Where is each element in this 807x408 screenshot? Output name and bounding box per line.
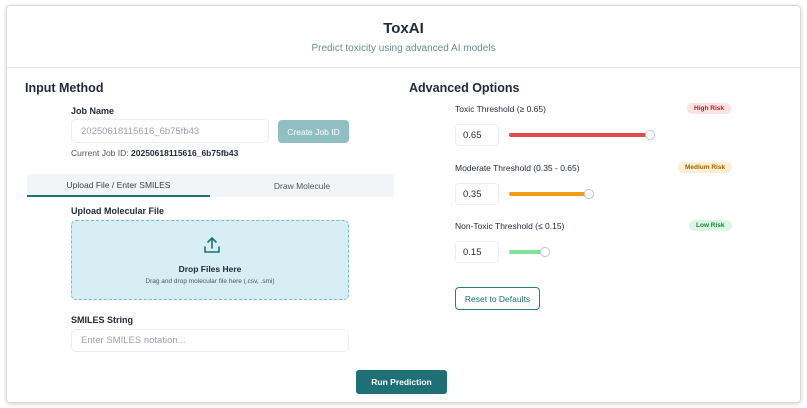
current-job-prefix: Current Job ID: xyxy=(71,148,129,158)
non-toxic-threshold-value[interactable]: 0.15 xyxy=(455,241,499,263)
medium-risk-badge: Medium Risk xyxy=(678,162,733,173)
file-dropzone[interactable]: Drop Files Here Drag and drop molecular … xyxy=(71,220,349,300)
moderate-threshold-value[interactable]: 0.35 xyxy=(455,183,499,205)
upload-icon xyxy=(204,237,220,253)
current-job-value: 20250618115616_6b75fb43 xyxy=(131,148,239,158)
tab-draw-molecule[interactable]: Draw Molecule xyxy=(273,180,331,191)
toxic-threshold-slider[interactable] xyxy=(509,133,650,137)
non-toxic-threshold-thumb[interactable] xyxy=(540,247,550,257)
non-toxic-threshold-slider[interactable] xyxy=(509,250,545,254)
tab-upload-file[interactable]: Upload File / Enter SMILES xyxy=(27,174,210,197)
advanced-options-title: Advanced Options xyxy=(409,81,520,95)
input-method-title: Input Method xyxy=(25,81,104,95)
moderate-threshold-thumb[interactable] xyxy=(584,189,594,199)
non-toxic-threshold-label: Non-Toxic Threshold (≤ 0.15) xyxy=(455,221,565,231)
smiles-label: SMILES String xyxy=(71,315,134,325)
app-window: ToxAI Predict toxicity using advanced AI… xyxy=(6,5,801,403)
high-risk-badge: High Risk xyxy=(687,103,731,114)
input-tabs: Upload File / Enter SMILES Draw Molecule xyxy=(27,174,394,197)
job-name-input[interactable]: 20250618115616_6b75fb43 xyxy=(71,119,269,143)
dropzone-hint: Drag and drop molecular file here (.csv,… xyxy=(145,278,275,285)
create-job-id-button[interactable]: Create Job ID xyxy=(278,120,349,143)
app-title: ToxAI xyxy=(383,20,424,37)
toxic-threshold-label: Toxic Threshold (≥ 0.65) xyxy=(455,104,546,114)
job-name-label: Job Name xyxy=(71,106,115,116)
smiles-input[interactable]: Enter SMILES notation... xyxy=(71,329,349,352)
app-header: ToxAI Predict toxicity using advanced AI… xyxy=(7,6,800,68)
moderate-threshold-slider[interactable] xyxy=(509,192,589,196)
run-prediction-button[interactable]: Run Prediction xyxy=(356,370,447,394)
reset-defaults-button[interactable]: Reset to Defaults xyxy=(455,287,540,310)
toxic-threshold-thumb[interactable] xyxy=(645,130,655,140)
app-subtitle: Predict toxicity using advanced AI model… xyxy=(311,43,496,54)
moderate-threshold-label: Moderate Threshold (0.35 - 0.65) xyxy=(455,163,580,173)
low-risk-badge: Low Risk xyxy=(689,220,732,231)
upload-file-label: Upload Molecular File xyxy=(71,206,165,216)
toxic-threshold-value[interactable]: 0.65 xyxy=(455,124,499,146)
current-job-id: Current Job ID: 20250618115616_6b75fb43 xyxy=(71,148,238,158)
dropzone-title: Drop Files Here xyxy=(178,264,242,274)
